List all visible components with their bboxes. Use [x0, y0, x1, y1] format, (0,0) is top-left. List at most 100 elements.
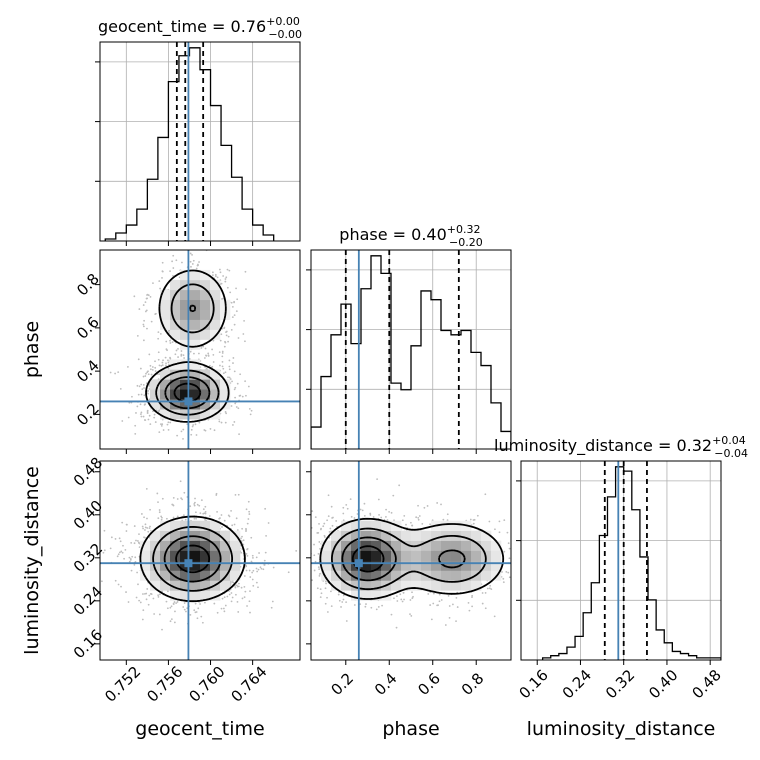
scatter-panel-phase-luminosity_distance [306, 460, 512, 665]
density-cell [451, 560, 462, 571]
x-tick-label: 0.752 [101, 663, 144, 706]
sample-point [378, 513, 380, 516]
sample-point [365, 603, 367, 605]
sample-point [199, 512, 202, 515]
sample-point [223, 610, 226, 613]
sample-point [161, 364, 164, 366]
sample-point [386, 519, 389, 521]
density-cell [341, 560, 352, 571]
sample-point [187, 248, 189, 250]
density-cell [150, 540, 161, 551]
density-cell [190, 560, 201, 571]
sample-point [134, 424, 137, 427]
sample-point [167, 421, 170, 424]
sample-point [244, 270, 247, 273]
sample-point [194, 511, 197, 514]
sample-point [314, 560, 317, 563]
sample-point [203, 357, 206, 359]
sample-point [184, 518, 187, 521]
sample-point [138, 599, 141, 602]
sample-point [213, 602, 216, 605]
sample-point [142, 325, 145, 328]
sample-point [446, 513, 449, 516]
sample-point [493, 615, 496, 618]
sample-point [342, 598, 345, 601]
sample-point [165, 348, 168, 351]
sample-point [127, 601, 130, 603]
sample-point [230, 509, 232, 512]
sample-point [157, 331, 160, 334]
sample-point [127, 416, 130, 419]
density-cell [361, 580, 372, 591]
sample-point [190, 428, 193, 431]
y-tick-label: 0.8 [73, 270, 103, 300]
density-cell [431, 530, 442, 541]
sample-point [311, 579, 313, 582]
sample-point [255, 556, 258, 559]
density-cell [150, 560, 161, 571]
sample-point [440, 599, 443, 601]
sample-point [119, 387, 122, 390]
sample-point [227, 376, 229, 379]
sample-point [401, 519, 404, 522]
density-cell [210, 309, 221, 320]
density-cell [351, 530, 362, 541]
sample-point [226, 595, 229, 598]
sample-point [148, 353, 151, 356]
sample-point [270, 606, 273, 609]
sample-point [221, 350, 224, 353]
panel-frame [310, 249, 512, 450]
sample-point [338, 599, 341, 602]
density-cell [401, 540, 412, 551]
panel-frame [310, 460, 512, 661]
y-tick-label: 0.2 [73, 400, 103, 430]
density-cell [411, 580, 422, 591]
sample-point [223, 596, 226, 599]
density-cell [391, 570, 402, 581]
sample-point [224, 280, 227, 283]
sample-point [377, 606, 380, 608]
sample-point [234, 402, 237, 405]
sample-point [241, 395, 244, 398]
sample-point [146, 410, 149, 413]
hist-panel-geocent_time: geocent_time = 0.76+0.00 −0.00 [95, 15, 302, 246]
sample-point [136, 334, 139, 337]
density-cell [321, 570, 332, 581]
sample-point [157, 337, 160, 340]
title-main: geocent_time = 0.76 [98, 17, 266, 37]
sample-point [345, 503, 348, 506]
sample-point [380, 516, 383, 519]
sample-point [228, 515, 231, 518]
density-cell [321, 550, 332, 561]
sample-point [146, 371, 149, 374]
sample-point [361, 509, 364, 512]
sample-point [147, 603, 150, 606]
sample-point [262, 568, 265, 571]
sample-point [390, 511, 393, 514]
sample-point [245, 508, 248, 511]
sample-point [405, 523, 407, 526]
density-cell [190, 379, 201, 390]
sample-point [214, 273, 217, 276]
sample-point [429, 604, 432, 606]
sample-point [230, 592, 233, 594]
sample-point [144, 523, 147, 526]
density-cell [170, 409, 181, 420]
sample-point [244, 590, 247, 593]
contour-line [139, 515, 246, 603]
sample-point [264, 507, 267, 510]
sample-point [183, 491, 186, 494]
sample-point [372, 516, 375, 518]
title-minus: −0.04 [714, 447, 748, 460]
sample-point [267, 522, 270, 524]
sample-point [114, 579, 117, 582]
density-cell [180, 329, 191, 340]
density-cell [160, 379, 171, 390]
sample-point [137, 583, 139, 586]
sample-point [423, 506, 426, 509]
sample-point [165, 340, 168, 343]
sample-point [219, 517, 221, 519]
sample-point [469, 518, 472, 521]
sample-point [204, 505, 207, 508]
sample-point [236, 298, 239, 301]
